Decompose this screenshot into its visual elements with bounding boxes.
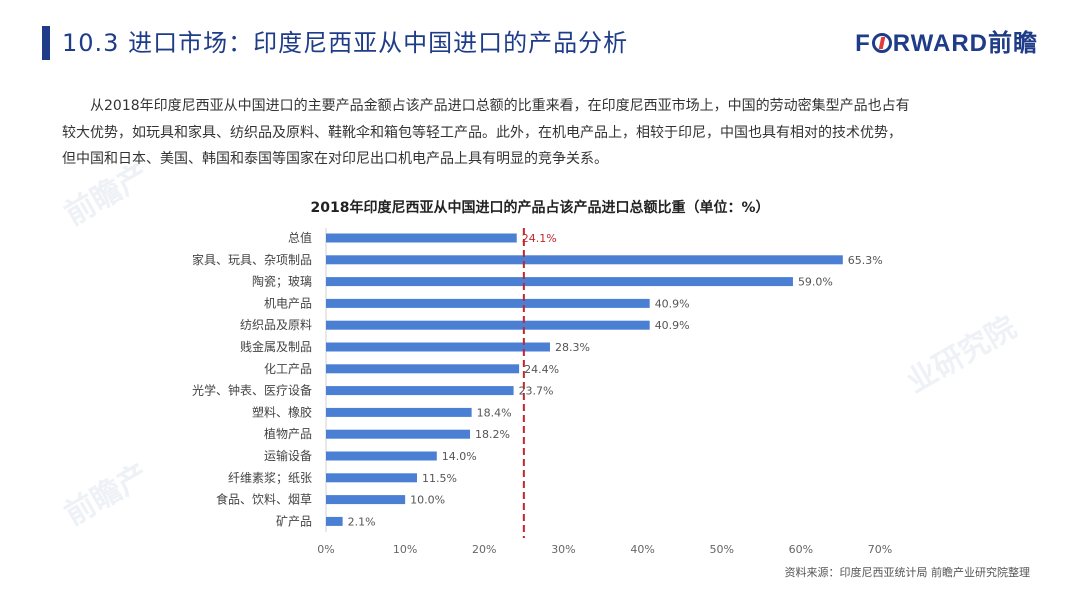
category-label: 纺织品及原料 (240, 318, 312, 332)
bar (326, 451, 437, 461)
bar (326, 320, 650, 330)
data-label: 10.0% (410, 494, 445, 507)
data-label: 28.3% (555, 341, 590, 354)
bar (326, 407, 472, 417)
bar (326, 298, 650, 308)
category-label: 塑料、橡胶 (252, 404, 312, 419)
bar (326, 429, 471, 439)
data-label: 11.5% (422, 472, 457, 485)
bar (326, 364, 520, 374)
category-label: 植物产品 (264, 426, 312, 441)
category-label: 家具、玩具、杂项制品 (192, 252, 312, 267)
title-accent-bar (42, 26, 50, 60)
category-label: 机电产品 (264, 296, 312, 310)
category-label: 纤维素浆；纸张 (228, 470, 312, 485)
data-label: 18.2% (475, 428, 510, 441)
category-label: 食品、饮料、烟草 (216, 492, 312, 507)
brand-logo: F RWARD前瞻 (855, 28, 1038, 60)
x-tick-label: 10% (393, 543, 417, 556)
category-label: 贱金属及制品 (240, 339, 312, 354)
category-label: 光学、钟表、医疗设备 (192, 383, 312, 398)
logo-o-icon (871, 33, 892, 53)
bar (326, 233, 517, 243)
category-label: 矿产品 (276, 514, 312, 528)
data-label: 2.1% (348, 515, 376, 528)
category-label: 化工产品 (264, 362, 312, 376)
bar (326, 386, 514, 396)
x-tick-label: 60% (789, 543, 813, 556)
data-label: 59.0% (798, 276, 833, 289)
bar (326, 516, 343, 526)
x-tick-label: 40% (630, 543, 654, 556)
paragraph-line: 但中国和日本、美国、韩国和泰国等国家在对印尼出口机电产品上具有明显的竞争关系。 (62, 151, 608, 167)
x-tick-label: 30% (551, 543, 575, 556)
data-label: 23.7% (519, 385, 554, 398)
intro-paragraph: 从2018年印度尼西亚从中国进口的主要产品金额占该产品进口总额的比重来看，在印度… (62, 93, 1032, 173)
bar (326, 342, 550, 352)
category-label: 运输设备 (264, 448, 312, 463)
data-label: 14.0% (442, 450, 477, 463)
category-label: 总值 (288, 230, 312, 245)
x-tick-label: 70% (868, 543, 892, 556)
data-label: 24.1% (522, 232, 557, 245)
bar (326, 495, 406, 505)
x-tick-label: 50% (709, 543, 733, 556)
chart-title: 2018年印度尼西亚从中国进口的产品占该产品进口总额比重（单位：%） (310, 200, 770, 216)
logo-text-right: RWARD前瞻 (892, 30, 1038, 57)
logo-text-left: F (855, 30, 871, 57)
paragraph-line: 较大优势，如玩具和家具、纺织品及原料、鞋靴伞和箱包等轻工产品。此外，在机电产品上… (62, 124, 902, 141)
data-label: 40.9% (655, 297, 690, 310)
bar (326, 277, 793, 287)
source-note: 资料来源：印度尼西亚统计局 前瞻产业研究院整理 (784, 566, 1031, 579)
data-label: 40.9% (655, 319, 690, 332)
data-label: 24.4% (524, 363, 559, 376)
x-tick-label: 0% (317, 543, 334, 556)
x-tick-label: 20% (472, 543, 496, 556)
paragraph-line: 从2018年印度尼西亚从中国进口的主要产品金额占该产品进口总额的比重来看，在印度… (90, 98, 910, 114)
bar (326, 473, 418, 483)
data-label: 65.3% (848, 254, 883, 267)
page-title: 10.3 进口市场：印度尼西亚从中国进口的产品分析 (62, 29, 629, 57)
bar (326, 255, 843, 265)
data-label: 18.4% (477, 406, 512, 419)
category-label: 陶瓷；玻璃 (252, 274, 312, 289)
